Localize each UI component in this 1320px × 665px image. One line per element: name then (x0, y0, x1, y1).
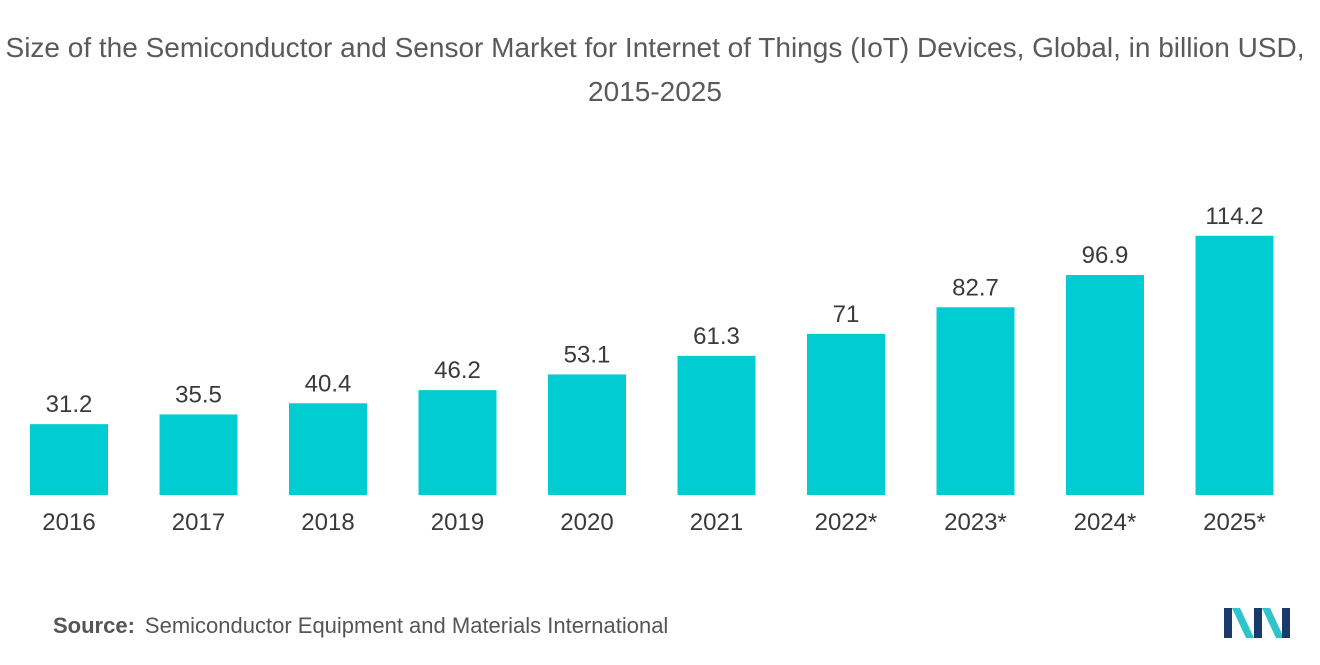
source-text: Semiconductor Equipment and Materials In… (144, 613, 669, 638)
bar-2024-forecast (1066, 275, 1144, 495)
value-label: 82.7 (952, 274, 999, 301)
x-tick-label: 2025* (1203, 509, 1266, 536)
x-tick-label: 2023* (944, 509, 1007, 536)
x-tick-label: 2024* (1074, 509, 1137, 536)
bars-layer (30, 235, 1274, 496)
value-label: 35.5 (175, 381, 222, 408)
bar-2016 (30, 424, 108, 495)
value-label: 40.4 (305, 370, 352, 397)
x-tick-label: 2021 (690, 509, 743, 536)
value-label: 61.3 (693, 323, 740, 350)
bar-2019 (418, 390, 497, 495)
x-tick-label: 2022* (815, 509, 878, 536)
x-tick-label: 2020 (560, 509, 613, 536)
bar-2021 (677, 355, 756, 495)
mordor-intelligence-logo-icon (1224, 608, 1290, 638)
value-label: 96.9 (1082, 242, 1129, 269)
value-label: 46.2 (434, 357, 481, 384)
bar-2025-forecast (1195, 235, 1274, 496)
x-tick-label: 2016 (42, 509, 95, 536)
value-label: 53.1 (564, 341, 611, 368)
x-tick-label: 2017 (172, 509, 225, 536)
bar-2017 (159, 414, 238, 495)
source-label: Source: (53, 613, 135, 638)
source-note: Source: Semiconductor Equipment and Mater… (53, 613, 668, 639)
bar-2018 (289, 403, 367, 495)
value-label: 71 (833, 301, 860, 328)
x-tick-label: 2018 (301, 509, 354, 536)
value-label: 114.2 (1205, 203, 1263, 230)
value-label: 31.2 (46, 391, 93, 418)
x-tick-label: 2019 (431, 509, 484, 536)
bar-2020 (548, 374, 626, 495)
chart-title: Size of the Semiconductor and Sensor Mar… (5, 32, 1305, 107)
bar-chart: 31.2 35.5 40.4 46.253.161.37182.796.9114.2 … (30, 203, 1274, 536)
bar-2022-forecast (807, 333, 885, 495)
value-labels-layer: 31.2 35.5 40.4 46.2 53.1 61.3 71 82.7 96.9 114.2 (46, 203, 1264, 418)
x-tick-labels-layer: 2016 2017 2018 2019 2020 2021 2022* 2023* 2024* 2… (42, 509, 1266, 536)
bar-2023-forecast (936, 307, 1015, 495)
